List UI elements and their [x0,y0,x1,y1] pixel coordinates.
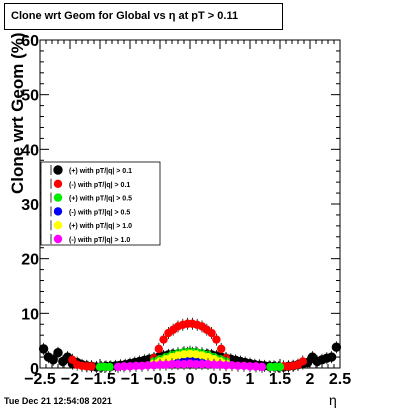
x-tick-label: 2 [306,371,315,388]
chart-title: Clone wrt Geom for Global vs η at pT > 0… [4,3,283,30]
y-tick-label: 10 [21,306,39,323]
y-axis-label: Clone wrt Geom (%) [8,32,27,194]
data-point-series-2 [154,344,163,354]
data-point-series-6 [167,359,177,369]
x-tick-label: 0 [186,371,195,388]
data-point-series-1 [53,347,63,358]
data-point-series-6 [173,359,183,369]
legend-marker [53,179,63,188]
legend-label: (+) with pT/|q| > 1.0 [69,223,132,230]
x-tick-label: 0.5 [209,371,231,388]
legend-label: (-) with pT/|q| > 0.1 [69,182,130,189]
legend-label: (+) with pT/|q| > 0.5 [69,196,132,203]
data-point-series-6 [233,361,243,371]
data-point-series-3 [275,362,285,372]
data-point-series-6 [191,359,201,369]
legend-label: (-) with pT/|q| > 0.5 [69,209,130,216]
x-tick-label: −2.5 [24,371,56,388]
data-point-series-6 [257,362,267,372]
x-tick-label: 2.5 [329,371,351,388]
data-point-series-2 [159,335,168,344]
data-point-series-6 [221,361,231,370]
timestamp: Tue Dec 21 12:54:08 2021 [4,396,112,406]
y-tick-label: 40 [21,142,39,159]
data-point-series-6 [143,361,153,370]
data-point-series-2 [87,362,96,371]
data-point-series-1 [48,355,58,365]
legend-marker [53,221,63,230]
x-axis-label: η [329,392,337,408]
x-tick-label: 1 [246,371,255,388]
x-tick-label: 1.5 [269,371,291,388]
x-tick-label: −1 [121,371,139,388]
y-tick-label: 30 [21,197,39,214]
data-point-series-3 [105,362,114,372]
legend-label: (-) with pT/|q| > 1.0 [69,237,130,244]
data-point-series-6 [245,362,255,371]
data-point-series-6 [119,362,129,371]
data-point-series-2 [217,344,226,354]
data-point-series-1 [38,344,49,354]
x-tick-label: −0.5 [144,371,176,388]
data-point-series-1 [331,342,342,352]
x-tick-label: −1.5 [84,371,116,388]
y-tick-label: 20 [21,252,39,269]
legend-marker [53,165,63,175]
legend-marker [53,193,63,202]
data-point-series-6 [209,360,219,369]
x-tick-label: −2 [61,371,79,388]
data-point-series-2 [212,335,221,344]
y-tick-label: 60 [21,33,39,50]
data-point-series-2 [298,357,307,366]
data-point-series-6 [197,359,207,369]
y-tick-label: 50 [21,88,39,105]
legend-label: (+) with pT/|q| > 0.1 [69,168,132,175]
data-point-series-6 [131,361,141,371]
data-point-series-2 [207,328,216,338]
data-point-series-6 [155,360,165,369]
data-point-series-1 [326,352,337,362]
legend-box [40,161,161,246]
y-tick-label: 0 [30,361,39,378]
legend-marker [53,234,63,244]
legend-marker [53,207,63,216]
